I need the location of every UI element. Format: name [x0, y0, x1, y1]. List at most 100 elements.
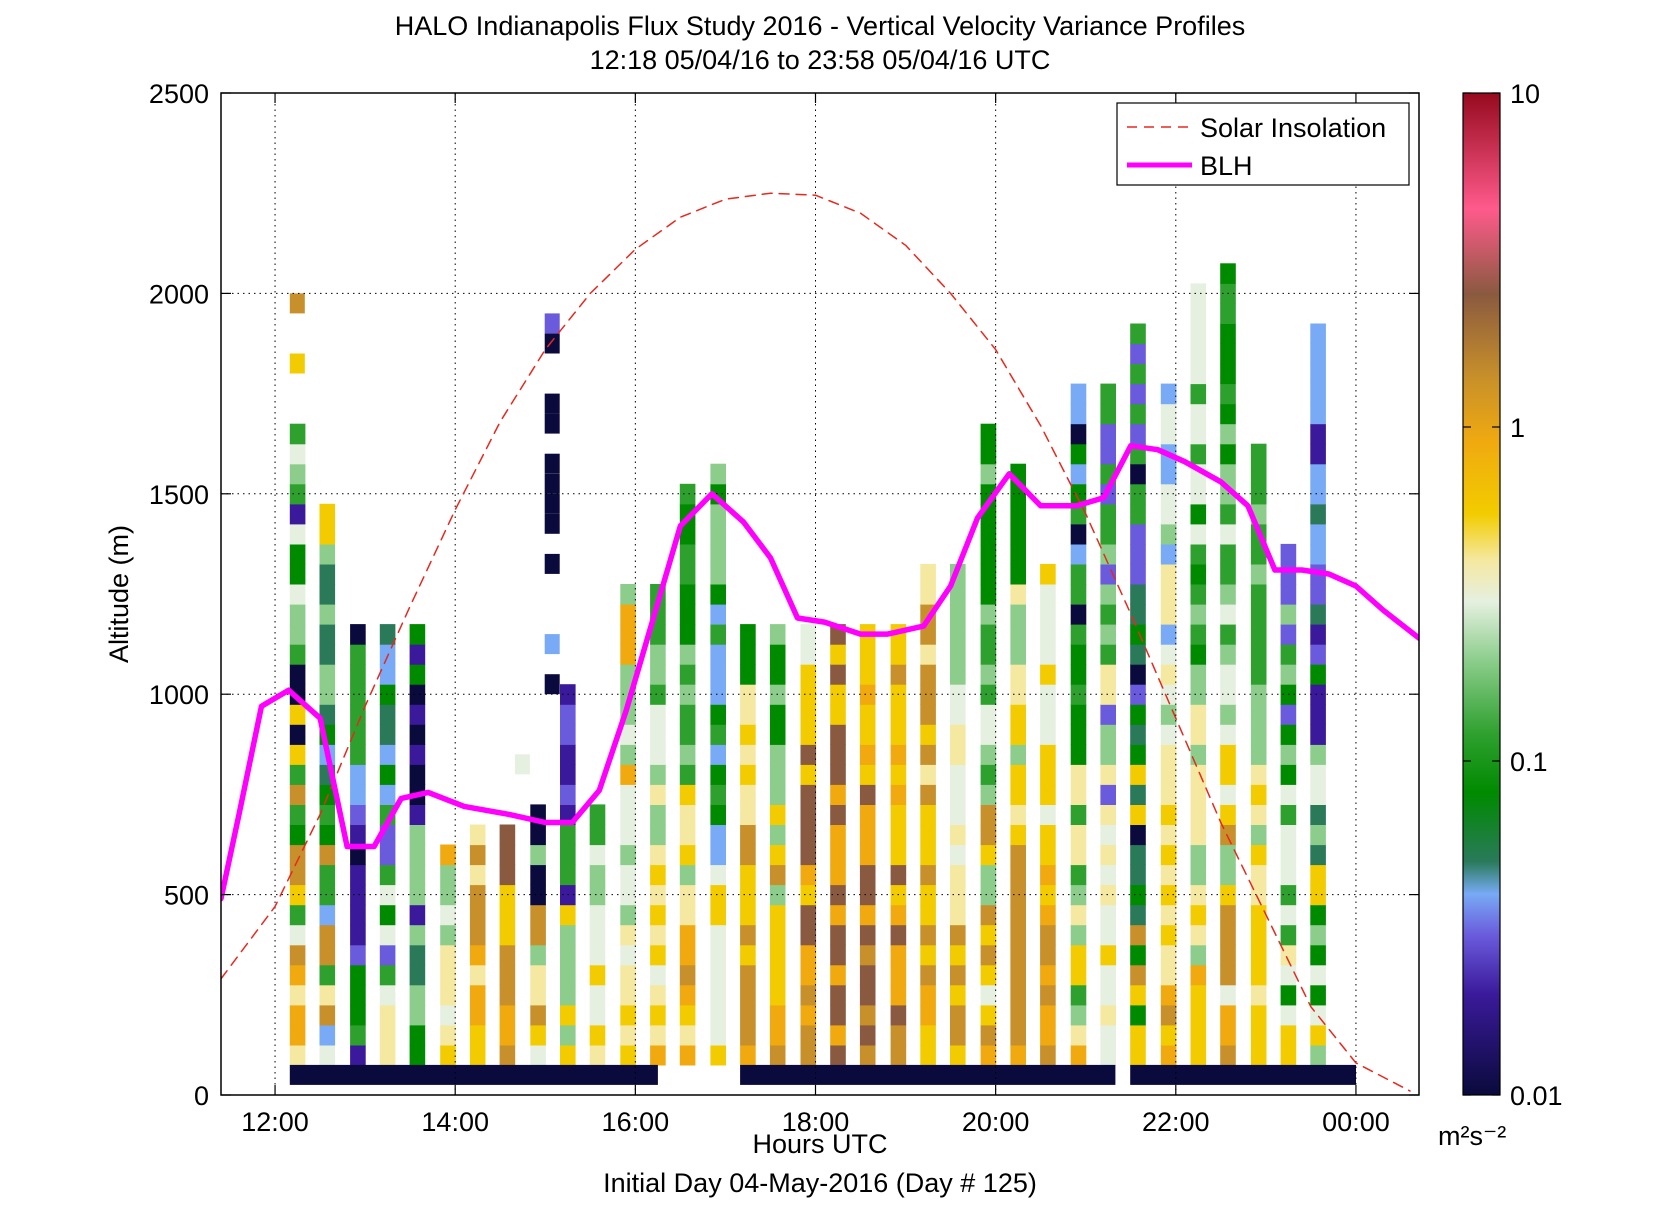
- heatmap-cell: [1250, 824, 1267, 846]
- heatmap-cell: [1250, 483, 1267, 505]
- heatmap-cell: [1100, 443, 1116, 465]
- heatmap-cell: [920, 764, 936, 785]
- heatmap-cell: [289, 944, 306, 966]
- heatmap-cell: [920, 964, 936, 986]
- heatmap-cell: [980, 604, 997, 625]
- heatmap-cell: [800, 784, 817, 805]
- x-tick-label: 18:00: [782, 1107, 850, 1137]
- heatmap-cell: [710, 824, 726, 846]
- heatmap-cell: [769, 624, 786, 645]
- heatmap-cell: [544, 493, 560, 514]
- heatmap-cell: [1220, 744, 1236, 765]
- heatmap-cell: [830, 1004, 846, 1026]
- heatmap-cell: [740, 884, 756, 906]
- heatmap-cell: [319, 844, 336, 866]
- heatmap-cell: [319, 543, 336, 565]
- heatmap-cell: [1070, 664, 1087, 685]
- y-tick-label: 2500: [149, 79, 209, 109]
- heatmap-cell: [769, 1044, 786, 1066]
- heatmap-cell: [469, 904, 486, 926]
- heatmap-cell: [1040, 804, 1056, 825]
- heatmap-cell: [1070, 824, 1087, 846]
- heatmap-cell: [1070, 884, 1087, 906]
- heatmap-cell: [1280, 1024, 1297, 1046]
- heatmap-cell: [1250, 463, 1267, 485]
- heatmap-cell: [1190, 443, 1207, 465]
- heatmap-cell: [980, 764, 997, 785]
- heatmap-cell: [740, 684, 756, 705]
- colorbar-frame: [1462, 92, 1501, 1096]
- heatmap-cell: [1190, 403, 1207, 425]
- heatmap-cell: [859, 904, 876, 926]
- heatmap-cell: [620, 964, 636, 986]
- heatmap-cell: [1040, 844, 1056, 866]
- heatmap-cell: [350, 1024, 366, 1046]
- heatmap-cell: [679, 1024, 696, 1046]
- heatmap-cell: [1190, 684, 1207, 705]
- heatmap-cell: [769, 864, 786, 886]
- heatmap-cell: [679, 664, 696, 685]
- heatmap-cell: [409, 1024, 426, 1046]
- heatmap-cell: [950, 744, 966, 765]
- heatmap-cell: [1040, 984, 1056, 1006]
- heatmap-cell: [560, 904, 576, 926]
- heatmap-cell: [1280, 724, 1297, 745]
- heatmap-cell: [1070, 604, 1087, 625]
- heatmap-cell: [950, 1024, 966, 1046]
- heatmap-cell: [650, 644, 666, 665]
- heatmap-cell: [1130, 704, 1146, 725]
- heatmap-cell: [859, 944, 876, 966]
- heatmap-cell: [679, 824, 696, 846]
- heatmap-cell: [710, 904, 726, 926]
- colorbar-tick-label: 10: [1510, 79, 1540, 109]
- heatmap-cell: [499, 824, 516, 846]
- x-tick-label: 22:00: [1142, 1107, 1210, 1137]
- heatmap-cell: [589, 1024, 606, 1046]
- heatmap-cell: [1160, 584, 1177, 605]
- heatmap-cell: [740, 624, 756, 645]
- heatmap-cell: [1190, 503, 1207, 525]
- heatmap-cell: [289, 483, 306, 505]
- heatmap-cell: [289, 784, 306, 805]
- heatmap-cell: [1190, 543, 1207, 565]
- heatmap-cell: [530, 984, 546, 1006]
- heatmap-cell: [890, 764, 907, 785]
- heatmap-cell: [440, 984, 456, 1006]
- heatmap-cell: [1220, 363, 1236, 385]
- heatmap-cell: [1310, 664, 1326, 685]
- heatmap-cell: [1190, 523, 1207, 545]
- heatmap-cell: [530, 944, 546, 966]
- heatmap-cell: [1070, 744, 1087, 765]
- heatmap-cell: [560, 1044, 576, 1066]
- heatmap-cell: [1280, 584, 1297, 605]
- heatmap-cell: [1310, 463, 1326, 485]
- heatmap-cell: [650, 684, 666, 705]
- heatmap-cell: [980, 944, 997, 966]
- heatmap-cell: [950, 764, 966, 785]
- heatmap-cell: [980, 924, 997, 946]
- heatmap-cell: [1220, 624, 1236, 645]
- heatmap-cell: [319, 624, 336, 645]
- heatmap-cell: [409, 904, 426, 926]
- heatmap-cell: [859, 804, 876, 825]
- heatmap-cell: [650, 844, 666, 866]
- heatmap-cell: [469, 924, 486, 946]
- heatmap-cell: [379, 1024, 396, 1046]
- heatmap-cell: [1070, 644, 1087, 665]
- heatmap-cell: [620, 844, 636, 866]
- heatmap-cell: [1010, 1044, 1026, 1066]
- heatmap-cell: [1100, 403, 1116, 425]
- heatmap-cell: [769, 664, 786, 685]
- heatmap-cell: [1250, 543, 1267, 565]
- heatmap-cell: [710, 864, 726, 886]
- heatmap-cell: [409, 764, 426, 785]
- heatmap-cell: [319, 644, 336, 665]
- heatmap-cell: [499, 1004, 516, 1026]
- heatmap-cell: [289, 543, 306, 565]
- heatmap-cell: [1130, 724, 1146, 745]
- heatmap-cell: [800, 824, 817, 846]
- heatmap-cell: [1250, 1004, 1267, 1026]
- heatmap-cell: [499, 904, 516, 926]
- solar-insolation-line: [221, 192, 1411, 1092]
- heatmap-cell: [950, 904, 966, 926]
